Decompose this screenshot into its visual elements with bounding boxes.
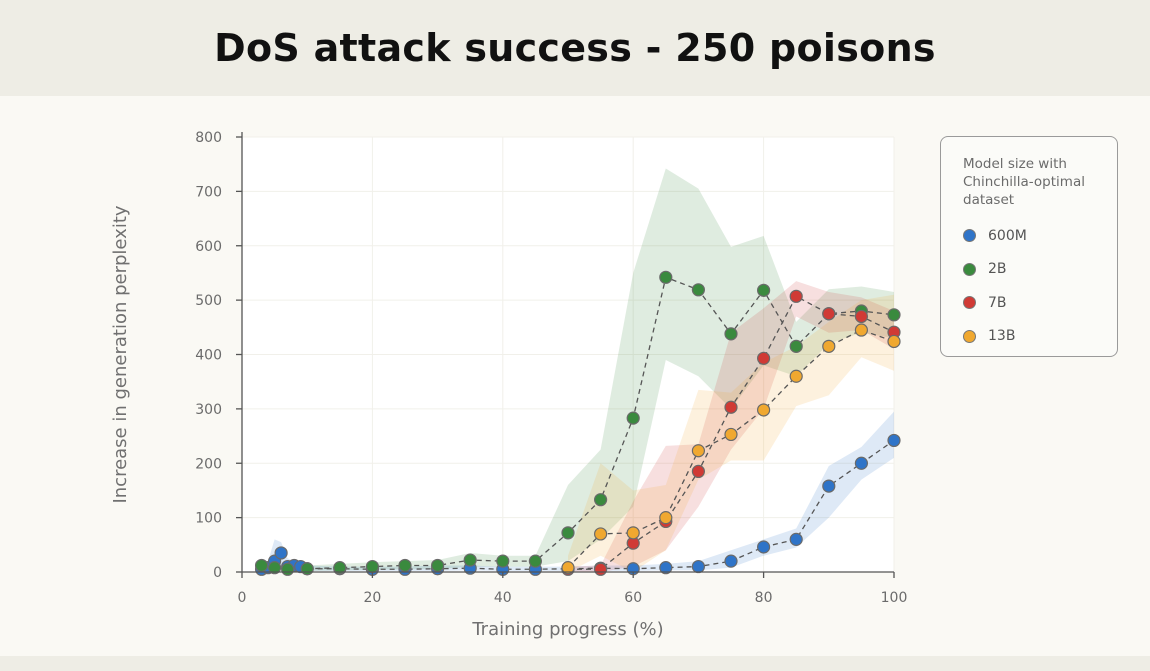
y-tick-label: 100 <box>195 511 222 527</box>
legend-marker <box>963 296 976 310</box>
x-tick-label: 60 <box>624 590 642 606</box>
point-13b <box>691 444 706 458</box>
chart-title: DoS attack success - 250 poisons <box>214 26 936 70</box>
x-tick-label: 80 <box>755 590 773 606</box>
point-2b <box>593 493 608 507</box>
legend-item-600m: 600M <box>963 219 1097 253</box>
x-tick-label: 20 <box>363 590 381 606</box>
y-tick-label: 600 <box>195 239 222 255</box>
axes: 0 100 200 300 400 500 600 700 800 0 20 40 60 80 100 <box>195 130 907 606</box>
point-2b <box>333 561 347 575</box>
point-600m <box>691 559 706 574</box>
legend-title: Model size with Chinchilla-optimal datas… <box>963 156 1085 208</box>
point-600m <box>887 433 901 448</box>
legend-item-7b: 7B <box>963 286 1097 320</box>
point-600m <box>789 532 803 546</box>
point-13b <box>789 369 803 383</box>
point-13b <box>887 334 901 349</box>
point-2b <box>561 526 575 540</box>
point-7b <box>789 289 803 303</box>
y-tick-label: 300 <box>195 402 222 418</box>
point-2b <box>365 559 379 574</box>
point-13b <box>593 527 608 541</box>
series-points <box>254 270 901 576</box>
point-7b <box>724 400 738 414</box>
legend: Model size with Chinchilla-optimal datas… <box>940 136 1118 357</box>
point-13b <box>822 339 836 353</box>
y-tick-label: 700 <box>195 184 222 200</box>
legend-item-2b: 2B <box>963 253 1097 287</box>
point-13b <box>626 526 640 540</box>
point-7b <box>691 464 706 479</box>
point-2b <box>887 308 901 322</box>
point-2b <box>268 561 282 575</box>
point-600m <box>854 456 869 470</box>
y-tick-label: 800 <box>195 130 222 146</box>
title-band: DoS attack success - 250 poisons <box>0 0 1150 96</box>
point-2b <box>300 562 314 576</box>
point-2b <box>398 558 412 573</box>
point-13b <box>659 511 673 525</box>
y-tick-label: 500 <box>195 293 222 309</box>
point-2b <box>626 411 640 425</box>
point-2b <box>528 554 543 568</box>
point-13b <box>561 561 575 575</box>
point-2b <box>724 327 738 341</box>
point-600m <box>724 554 738 568</box>
point-2b <box>789 339 803 353</box>
legend-marker <box>963 329 976 343</box>
point-7b <box>756 351 771 365</box>
point-2b <box>691 283 706 297</box>
y-tick-label: 200 <box>195 456 222 472</box>
x-tick-label: 100 <box>881 590 908 606</box>
point-2b <box>659 270 673 284</box>
point-13b <box>854 323 869 337</box>
point-2b <box>281 562 295 576</box>
point-7b <box>822 307 836 321</box>
point-2b <box>496 554 510 568</box>
x-axis-label: Training progress (%) <box>471 619 663 640</box>
x-tick-label: 40 <box>494 590 512 606</box>
y-tick-label: 400 <box>195 348 222 364</box>
y-axis-label: Increase in generation perplexity <box>110 205 131 503</box>
point-13b <box>756 403 771 417</box>
point-2b <box>254 558 269 573</box>
legend-marker <box>963 262 976 276</box>
point-7b <box>593 562 608 576</box>
point-2b <box>756 283 771 297</box>
point-2b <box>463 553 477 567</box>
point-7b <box>854 309 869 324</box>
legend-label: 600M <box>988 227 1027 244</box>
bottom-band <box>0 656 1150 671</box>
point-600m <box>822 479 836 493</box>
point-13b <box>724 427 738 442</box>
grid-lines <box>241 136 895 573</box>
point-600m <box>756 540 771 554</box>
band-2b <box>261 168 894 571</box>
x-tick-label: 0 <box>238 590 247 606</box>
point-2b <box>431 558 445 573</box>
legend-label: 7B <box>988 294 1007 311</box>
legend-item-13b: 13B <box>963 320 1097 354</box>
band-7b <box>568 281 894 572</box>
legend-marker <box>963 229 976 243</box>
legend-items: 600M 2B 7B 13B <box>963 219 1097 353</box>
legend-label: 2B <box>988 261 1007 278</box>
point-600m <box>659 561 673 575</box>
point-600m <box>274 546 288 560</box>
legend-label: 13B <box>988 328 1016 345</box>
y-tick-label: 0 <box>213 565 222 581</box>
